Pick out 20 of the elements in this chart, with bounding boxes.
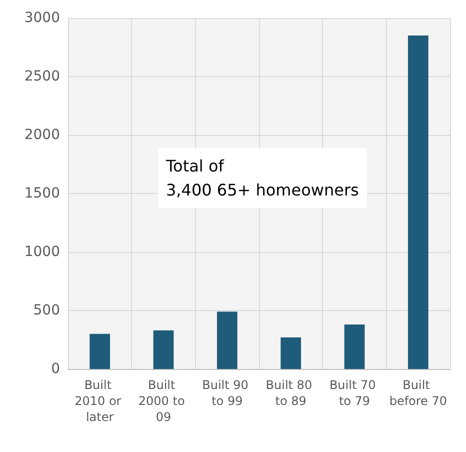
- x-tick-label: Built before 70: [389, 378, 448, 408]
- y-tick-label: 2000: [24, 127, 60, 143]
- y-tick-label: 500: [33, 302, 60, 318]
- x-tick-label: Built 70 to 79: [329, 378, 380, 408]
- annotation: Total of 3,400 65+ homeowners: [165, 156, 359, 200]
- y-tick-label: 3000: [24, 10, 60, 26]
- x-tick-label: Built 2010 or later: [74, 378, 126, 424]
- bar: [90, 334, 110, 369]
- y-tick-label: 1500: [24, 186, 60, 202]
- bar: [344, 324, 365, 369]
- bar: [153, 330, 174, 369]
- x-tick-label: Built 2000 to 09: [138, 378, 189, 424]
- bar: [280, 337, 302, 369]
- y-tick-label: 1000: [24, 244, 60, 260]
- y-tick-label: 0: [51, 361, 60, 377]
- y-tick-label: 2500: [24, 68, 60, 84]
- bar: [408, 36, 428, 369]
- x-tick-label: Built 80 to 89: [266, 378, 316, 408]
- bar: [216, 312, 238, 369]
- x-tick-label: Built 90 to 99: [202, 378, 252, 408]
